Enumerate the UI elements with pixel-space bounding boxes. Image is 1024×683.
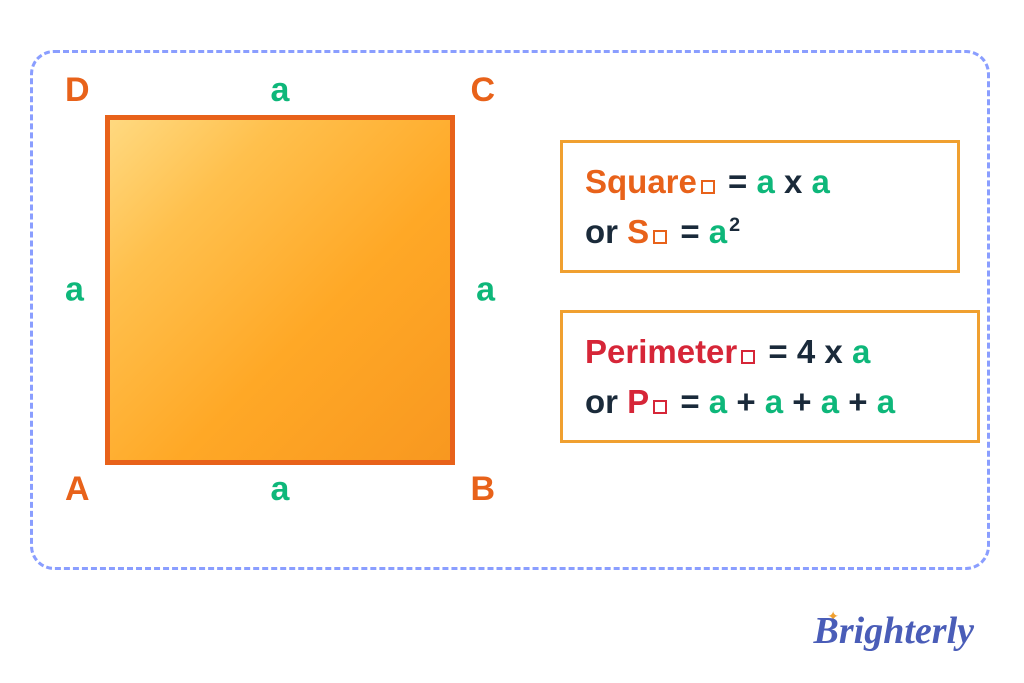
- vertex-d: D: [65, 71, 90, 110]
- perimeter-line-2: or P = a + a + a + a: [585, 377, 955, 427]
- area-line-2: or S = a2: [585, 207, 935, 257]
- area-x: x: [775, 163, 812, 200]
- square-subscript-icon: [653, 230, 667, 244]
- square-shape: [105, 115, 455, 465]
- area-a2: a: [812, 163, 830, 200]
- area-a: a: [709, 213, 727, 250]
- side-bottom: a: [271, 470, 290, 509]
- perim-or: or: [585, 383, 627, 420]
- perim-p3: +: [839, 383, 877, 420]
- area-eq1-mid: =: [719, 163, 757, 200]
- square-subscript-icon: [741, 350, 755, 364]
- brand-logo: Brighterly: [814, 609, 974, 653]
- square-subscript-icon: [653, 400, 667, 414]
- perim-title: Perimeter: [585, 333, 737, 370]
- area-a1: a: [756, 163, 774, 200]
- perim-a3: a: [821, 383, 839, 420]
- perimeter-formula-box: Perimeter = 4 x a or P = a + a + a + a: [560, 310, 980, 443]
- side-right: a: [476, 271, 495, 310]
- side-top: a: [271, 71, 290, 110]
- area-exp: 2: [729, 214, 740, 236]
- perim-a4: a: [877, 383, 895, 420]
- area-sym: S: [627, 213, 649, 250]
- vertex-b: B: [470, 470, 495, 509]
- area-line-1: Square = a x a: [585, 157, 935, 207]
- area-or: or: [585, 213, 627, 250]
- area-formula-box: Square = a x a or S = a2: [560, 140, 960, 273]
- perim-p1: +: [727, 383, 765, 420]
- perimeter-line-1: Perimeter = 4 x a: [585, 327, 955, 377]
- area-eq2-mid: =: [671, 213, 709, 250]
- side-left: a: [65, 271, 84, 310]
- area-title: Square: [585, 163, 697, 200]
- square-diagram: D C A B a a a a: [105, 115, 455, 465]
- perim-p2: +: [783, 383, 821, 420]
- square-subscript-icon: [701, 180, 715, 194]
- perim-eq2-mid: =: [671, 383, 709, 420]
- perim-n: 4: [797, 333, 815, 370]
- perim-x: x: [815, 333, 852, 370]
- perim-a1: a: [709, 383, 727, 420]
- perim-sym: P: [627, 383, 649, 420]
- perim-a: a: [852, 333, 870, 370]
- vertex-c: C: [470, 71, 495, 110]
- perim-a2: a: [765, 383, 783, 420]
- vertex-a: A: [65, 470, 90, 509]
- perim-eq1-mid: =: [759, 333, 797, 370]
